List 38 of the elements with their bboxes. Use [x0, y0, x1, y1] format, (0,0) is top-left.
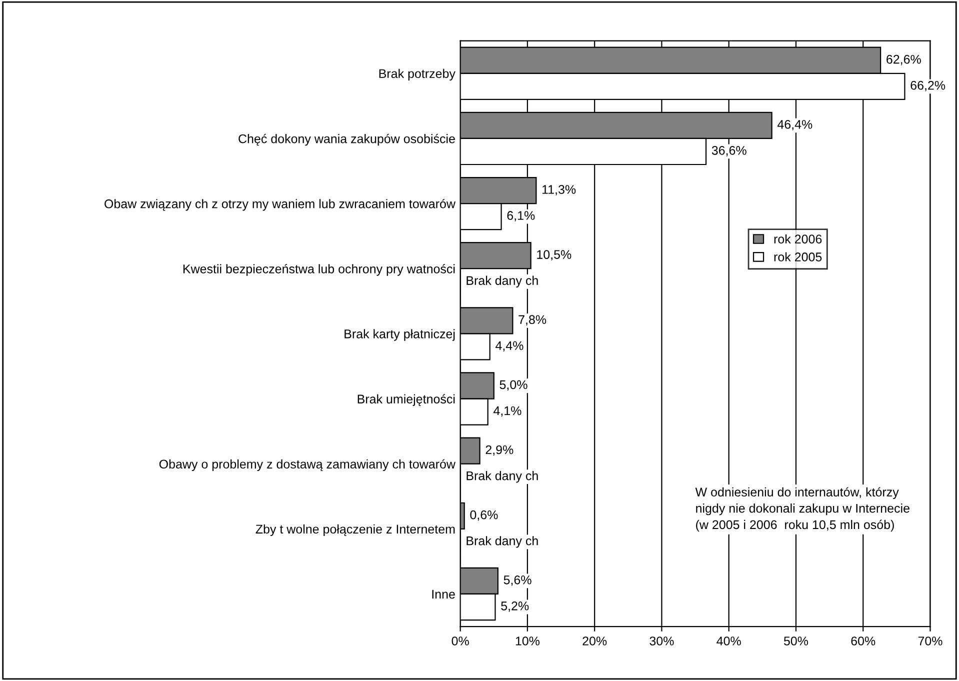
legend-label: rok 2006 — [774, 234, 822, 244]
x-tick-label: 30% — [650, 636, 674, 646]
data-label: 4,1% — [494, 406, 522, 417]
data-label: 36,6% — [712, 146, 746, 156]
x-tick-label: 10% — [516, 636, 540, 646]
y-tick-label: Chęć dokony wania zakupów osobiście — [238, 134, 455, 146]
data-label: 66,2% — [910, 80, 946, 92]
data-label: 11,3% — [542, 185, 576, 196]
data-label: 4,4% — [496, 341, 524, 352]
data-label: 62,6% — [886, 54, 921, 66]
legend-label: rok 2005 — [774, 252, 822, 262]
data-label: 0,6% — [470, 510, 498, 521]
y-tick-label: Obaw związany ch z otrzy my waniem lub zwracaniem towarów — [104, 198, 456, 211]
x-tick-label: 40% — [716, 636, 741, 646]
y-tick-label: Kwestii bezpieczeństwa lub ochrony pry watności — [183, 264, 455, 276]
y-tick-label: Inne — [432, 590, 455, 599]
x-tick-label: 70% — [918, 636, 942, 646]
x-tick-label: 60% — [851, 636, 876, 646]
data-label: 5,0% — [500, 380, 528, 391]
data-label: 2,9% — [486, 445, 514, 456]
text: Brak dany ch — [466, 471, 538, 483]
data-label: 5,2% — [501, 602, 529, 612]
x-tick-label: 20% — [582, 636, 607, 646]
y-tick-label: Zby t wolne połączenie z Internetem — [256, 524, 455, 536]
data-label: 5,6% — [504, 575, 532, 586]
text: Brak dany ch — [466, 276, 538, 288]
y-tick-label: Brak karty płatniczej — [344, 329, 455, 341]
data-label: 10,5% — [537, 250, 572, 260]
x-tick-label: 0% — [452, 636, 469, 646]
data-label: 6,1% — [507, 211, 535, 222]
annotation: W odniesieniu do internautów, którzy nigdy nie dokonali zakupu w Internecie (w 2005 i 2006 roku 10,5 mln osób) — [695, 487, 910, 532]
y-tick-label: Brak umiejętności — [358, 394, 455, 406]
data-label: 7,8% — [518, 315, 546, 326]
x-tick-label: 50% — [784, 636, 808, 646]
text: Brak dany ch — [466, 536, 538, 548]
y-tick-label: Obawy o problemy z dostawą zamawiany ch towarów — [159, 459, 456, 472]
data-label: 46,4% — [777, 120, 812, 130]
y-tick-label: Brak potrzeby — [379, 68, 456, 81]
